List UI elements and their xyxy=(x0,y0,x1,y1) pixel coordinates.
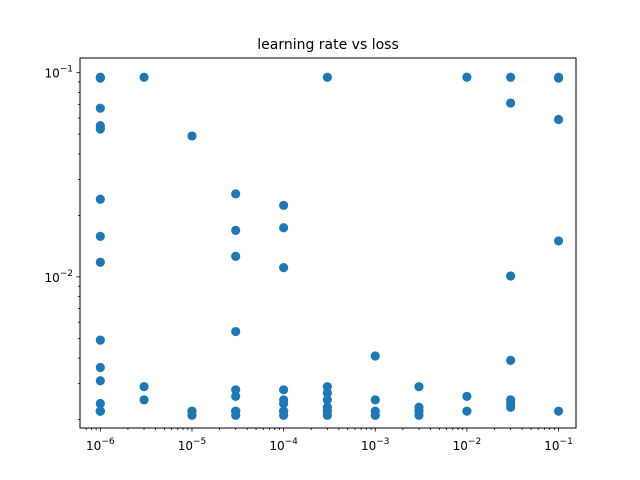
x-tick-label: 10−4 xyxy=(269,437,298,453)
data-point xyxy=(279,410,289,420)
data-point xyxy=(95,335,105,345)
data-point xyxy=(414,382,424,392)
chart-title: learning rate vs loss xyxy=(257,37,399,53)
data-point xyxy=(231,391,241,401)
data-point xyxy=(506,355,516,366)
plot-frame xyxy=(79,57,577,429)
data-point xyxy=(322,382,332,392)
data-point xyxy=(231,385,241,395)
data-point xyxy=(95,398,105,409)
x-axis: 10−6 10−5 10−4 10−3 10−2 10−1 xyxy=(85,428,573,453)
data-point xyxy=(462,72,472,82)
data-point xyxy=(231,225,241,235)
data-point xyxy=(462,406,472,416)
data-point xyxy=(279,263,289,273)
data-point xyxy=(187,131,197,141)
data-point xyxy=(95,376,105,386)
data-point xyxy=(506,72,516,82)
data-point xyxy=(553,236,564,246)
data-point xyxy=(322,395,332,405)
data-point xyxy=(231,189,241,199)
data-point xyxy=(139,382,149,392)
data-point xyxy=(95,194,105,204)
data-point xyxy=(553,114,564,125)
data-point xyxy=(187,410,197,420)
data-point xyxy=(370,395,380,405)
x-tick-label: 10−1 xyxy=(544,437,573,453)
y-tick-label: 10−1 xyxy=(44,65,73,81)
data-point xyxy=(231,326,241,337)
data-point xyxy=(414,410,424,420)
data-point xyxy=(553,406,564,416)
data-point xyxy=(139,395,149,405)
data-point xyxy=(370,351,380,361)
x-tick-label: 10−6 xyxy=(86,437,115,453)
data-point xyxy=(506,402,516,412)
data-point xyxy=(95,73,105,83)
data-point xyxy=(95,124,105,134)
data-point xyxy=(279,223,289,233)
data-point xyxy=(95,362,105,373)
y-tick-label: 10−2 xyxy=(44,269,73,285)
x-tick-label: 10−2 xyxy=(453,437,482,453)
data-point xyxy=(370,410,380,420)
data-point xyxy=(95,406,105,416)
data-point xyxy=(231,410,241,420)
data-point xyxy=(95,103,105,113)
data-point xyxy=(231,251,241,261)
data-point xyxy=(506,271,516,281)
data-point xyxy=(322,72,332,82)
y-axis: 10−2 10−1 xyxy=(44,65,80,421)
data-point xyxy=(95,257,105,267)
data-point xyxy=(139,72,149,82)
data-point xyxy=(553,73,564,83)
data-point xyxy=(279,200,289,210)
data-point xyxy=(322,388,332,398)
data-point xyxy=(279,398,289,409)
data-point xyxy=(462,391,472,401)
data-point xyxy=(506,98,516,108)
data-point xyxy=(95,231,105,241)
x-tick-label: 10−3 xyxy=(361,437,390,453)
x-tick-label: 10−5 xyxy=(178,437,207,453)
data-point xyxy=(322,410,332,420)
data-points xyxy=(95,72,564,420)
data-point xyxy=(279,385,289,395)
